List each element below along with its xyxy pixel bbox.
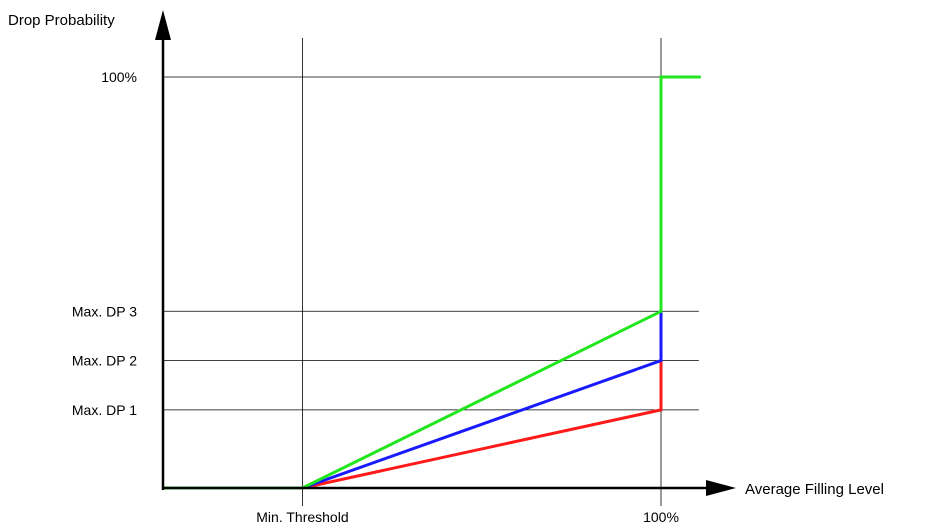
x-axis-title: Average Filling Level <box>745 481 884 498</box>
series-layer <box>163 75 701 490</box>
series-line-3 <box>163 75 701 490</box>
x-tick-label: 100% <box>643 509 679 525</box>
y-tick-label: Max. DP 3 <box>72 303 137 319</box>
y-tick-label: Max. DP 2 <box>72 353 137 369</box>
y-axis-arrowhead <box>155 10 171 40</box>
y-axis-title: Drop Probability <box>8 12 115 29</box>
grid <box>163 38 699 506</box>
y-tick-label: Max. DP 1 <box>72 402 137 418</box>
labels: Drop Probability Average Filling Level M… <box>8 12 884 525</box>
y-tick-label: 100% <box>101 69 137 85</box>
x-axis-arrowhead <box>706 480 736 496</box>
series-line-1 <box>163 360 663 490</box>
axes <box>155 10 736 496</box>
x-tick-label: Min. Threshold <box>256 509 348 525</box>
series-line-2 <box>163 311 663 490</box>
